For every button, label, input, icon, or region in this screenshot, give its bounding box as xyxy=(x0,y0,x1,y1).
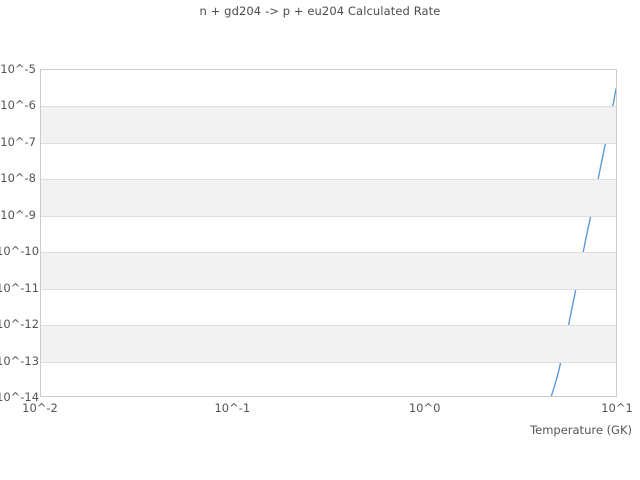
gridline-horizontal xyxy=(41,216,616,217)
plot-area xyxy=(40,69,617,397)
x-axis-tick-label: 10^0 xyxy=(408,401,441,415)
x-axis-tick-labels: 10^-2 10^-1 10^0 10^1 xyxy=(0,401,640,419)
gridline-horizontal xyxy=(41,252,616,253)
gridline-horizontal xyxy=(41,106,616,107)
x-axis-title: Temperature (GK) xyxy=(530,423,632,437)
x-axis-tick-label: 10^1 xyxy=(601,401,633,415)
y-axis-tick-label: 10^-13 xyxy=(0,353,40,368)
decade-band xyxy=(41,179,616,216)
decade-band xyxy=(41,325,616,362)
y-axis-tick-label: 10^-6 xyxy=(0,98,36,113)
gridline-horizontal xyxy=(41,362,616,363)
decade-band xyxy=(41,106,616,143)
decade-band xyxy=(41,252,616,289)
y-axis-tick-label: 10^-9 xyxy=(0,207,36,222)
y-axis-tick-label: 10^-10 xyxy=(0,244,40,259)
gridline-horizontal xyxy=(41,143,616,144)
x-axis-tick-label: 10^-2 xyxy=(22,401,58,415)
y-axis-tick-label: 10^-11 xyxy=(0,280,40,295)
x-axis-tick-label: 10^-1 xyxy=(214,401,251,415)
y-axis-tick-label: 10^-8 xyxy=(0,171,36,186)
y-axis-tick-label: 10^-14 xyxy=(0,390,40,404)
gridline-horizontal xyxy=(41,289,616,290)
y-axis-tick-label: 10^-5 xyxy=(0,62,36,76)
gridline-horizontal xyxy=(41,179,616,180)
y-axis-tick-label: 10^-7 xyxy=(0,134,36,149)
y-axis-tick-label: 10^-12 xyxy=(0,317,40,332)
y-axis-tick-labels: 10^-5 10^-6 10^-7 10^-8 10^-9 10^-10 10^-11 10^… xyxy=(0,0,40,480)
gridline-horizontal xyxy=(41,325,616,326)
chart-title: n + gd204 -> p + eu204 Calculated Rate xyxy=(199,4,441,18)
